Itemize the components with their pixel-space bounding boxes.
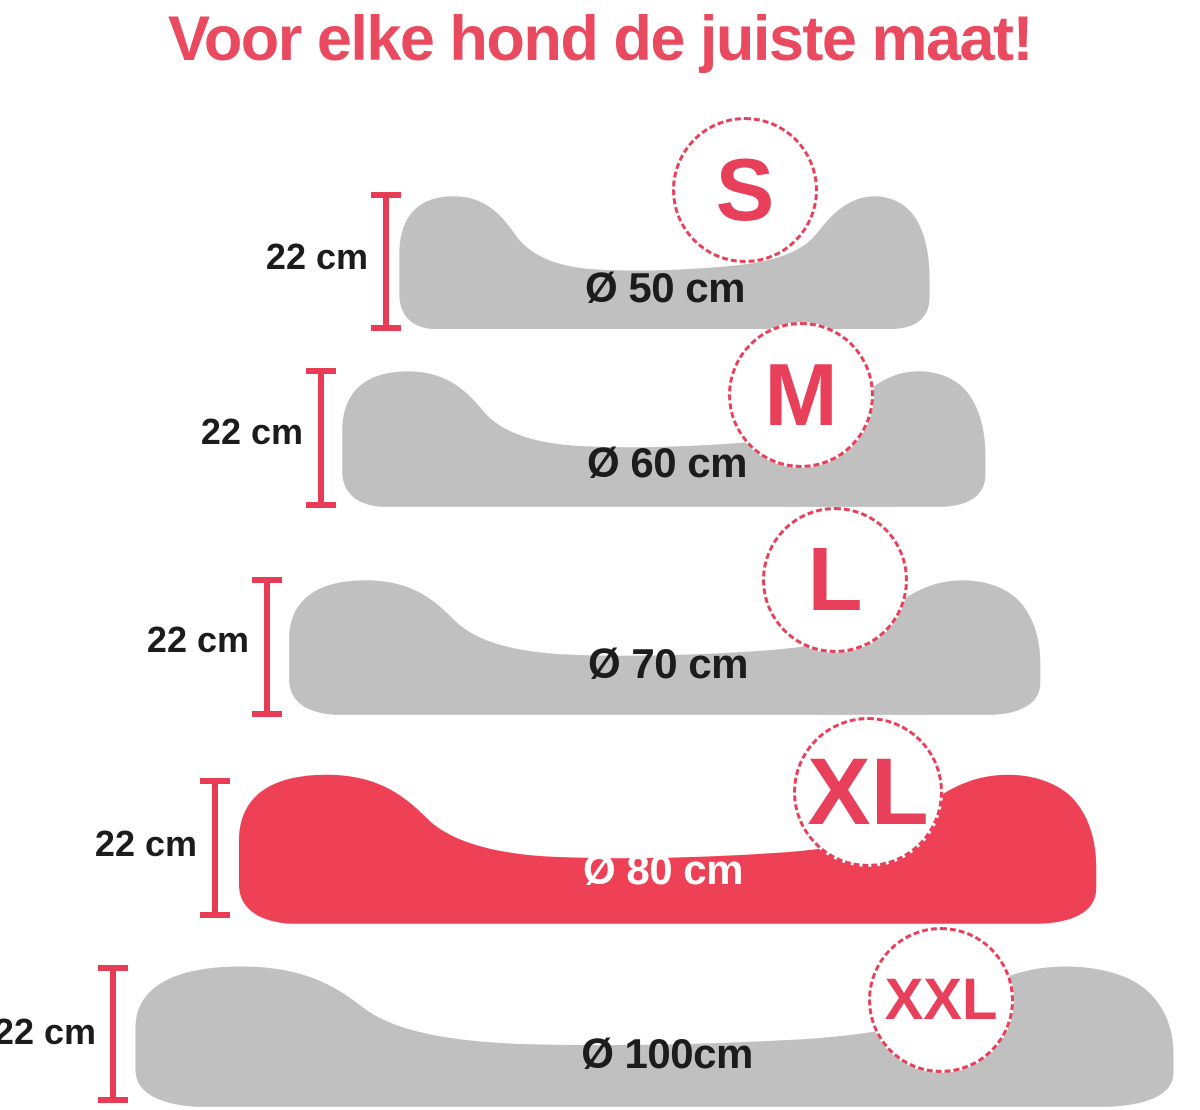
height-bracket-icon bbox=[306, 368, 336, 508]
size-badge-xxl: XXL bbox=[868, 927, 1014, 1073]
height-label: 22 cm bbox=[94, 823, 197, 864]
size-badge-l: L bbox=[762, 507, 908, 653]
height-bracket-icon bbox=[252, 577, 282, 717]
diameter-label: Ø 80 cm bbox=[583, 846, 743, 893]
dog-bed-silhouette-icon bbox=[238, 774, 1097, 924]
height-bracket-icon bbox=[98, 965, 128, 1103]
size-badge-letter: L bbox=[807, 530, 863, 630]
size-badge-letter: S bbox=[715, 140, 775, 239]
height-label: 22 cm bbox=[146, 619, 249, 660]
diameter-label: Ø 50 cm bbox=[585, 264, 745, 311]
size-badge-xl: XL bbox=[793, 717, 943, 867]
size-badge-letter: XXL bbox=[884, 967, 998, 1032]
page-title: Voor elke hond de juiste maat! bbox=[167, 4, 1034, 74]
dog-bed-silhouette-icon bbox=[135, 966, 1174, 1107]
dog-bed-silhouette-icon bbox=[399, 196, 930, 329]
size-badge-letter: XL bbox=[807, 738, 929, 845]
diameter-label: Ø 100cm bbox=[581, 1030, 753, 1077]
dog-bed-silhouette-icon bbox=[289, 580, 1041, 715]
height-label: 22 cm bbox=[0, 1011, 96, 1052]
height-bracket-icon bbox=[371, 192, 401, 331]
height-label: 22 cm bbox=[265, 236, 368, 277]
size-badge-letter: M bbox=[764, 345, 838, 444]
height-bracket-icon bbox=[200, 778, 230, 918]
diameter-label: Ø 70 cm bbox=[588, 640, 748, 687]
dog-bed-silhouette-icon bbox=[342, 371, 986, 507]
diameter-label: Ø 60 cm bbox=[587, 439, 747, 486]
size-badge-m: M bbox=[728, 322, 874, 468]
size-badge-s: S bbox=[672, 117, 818, 263]
height-label: 22 cm bbox=[200, 411, 303, 452]
